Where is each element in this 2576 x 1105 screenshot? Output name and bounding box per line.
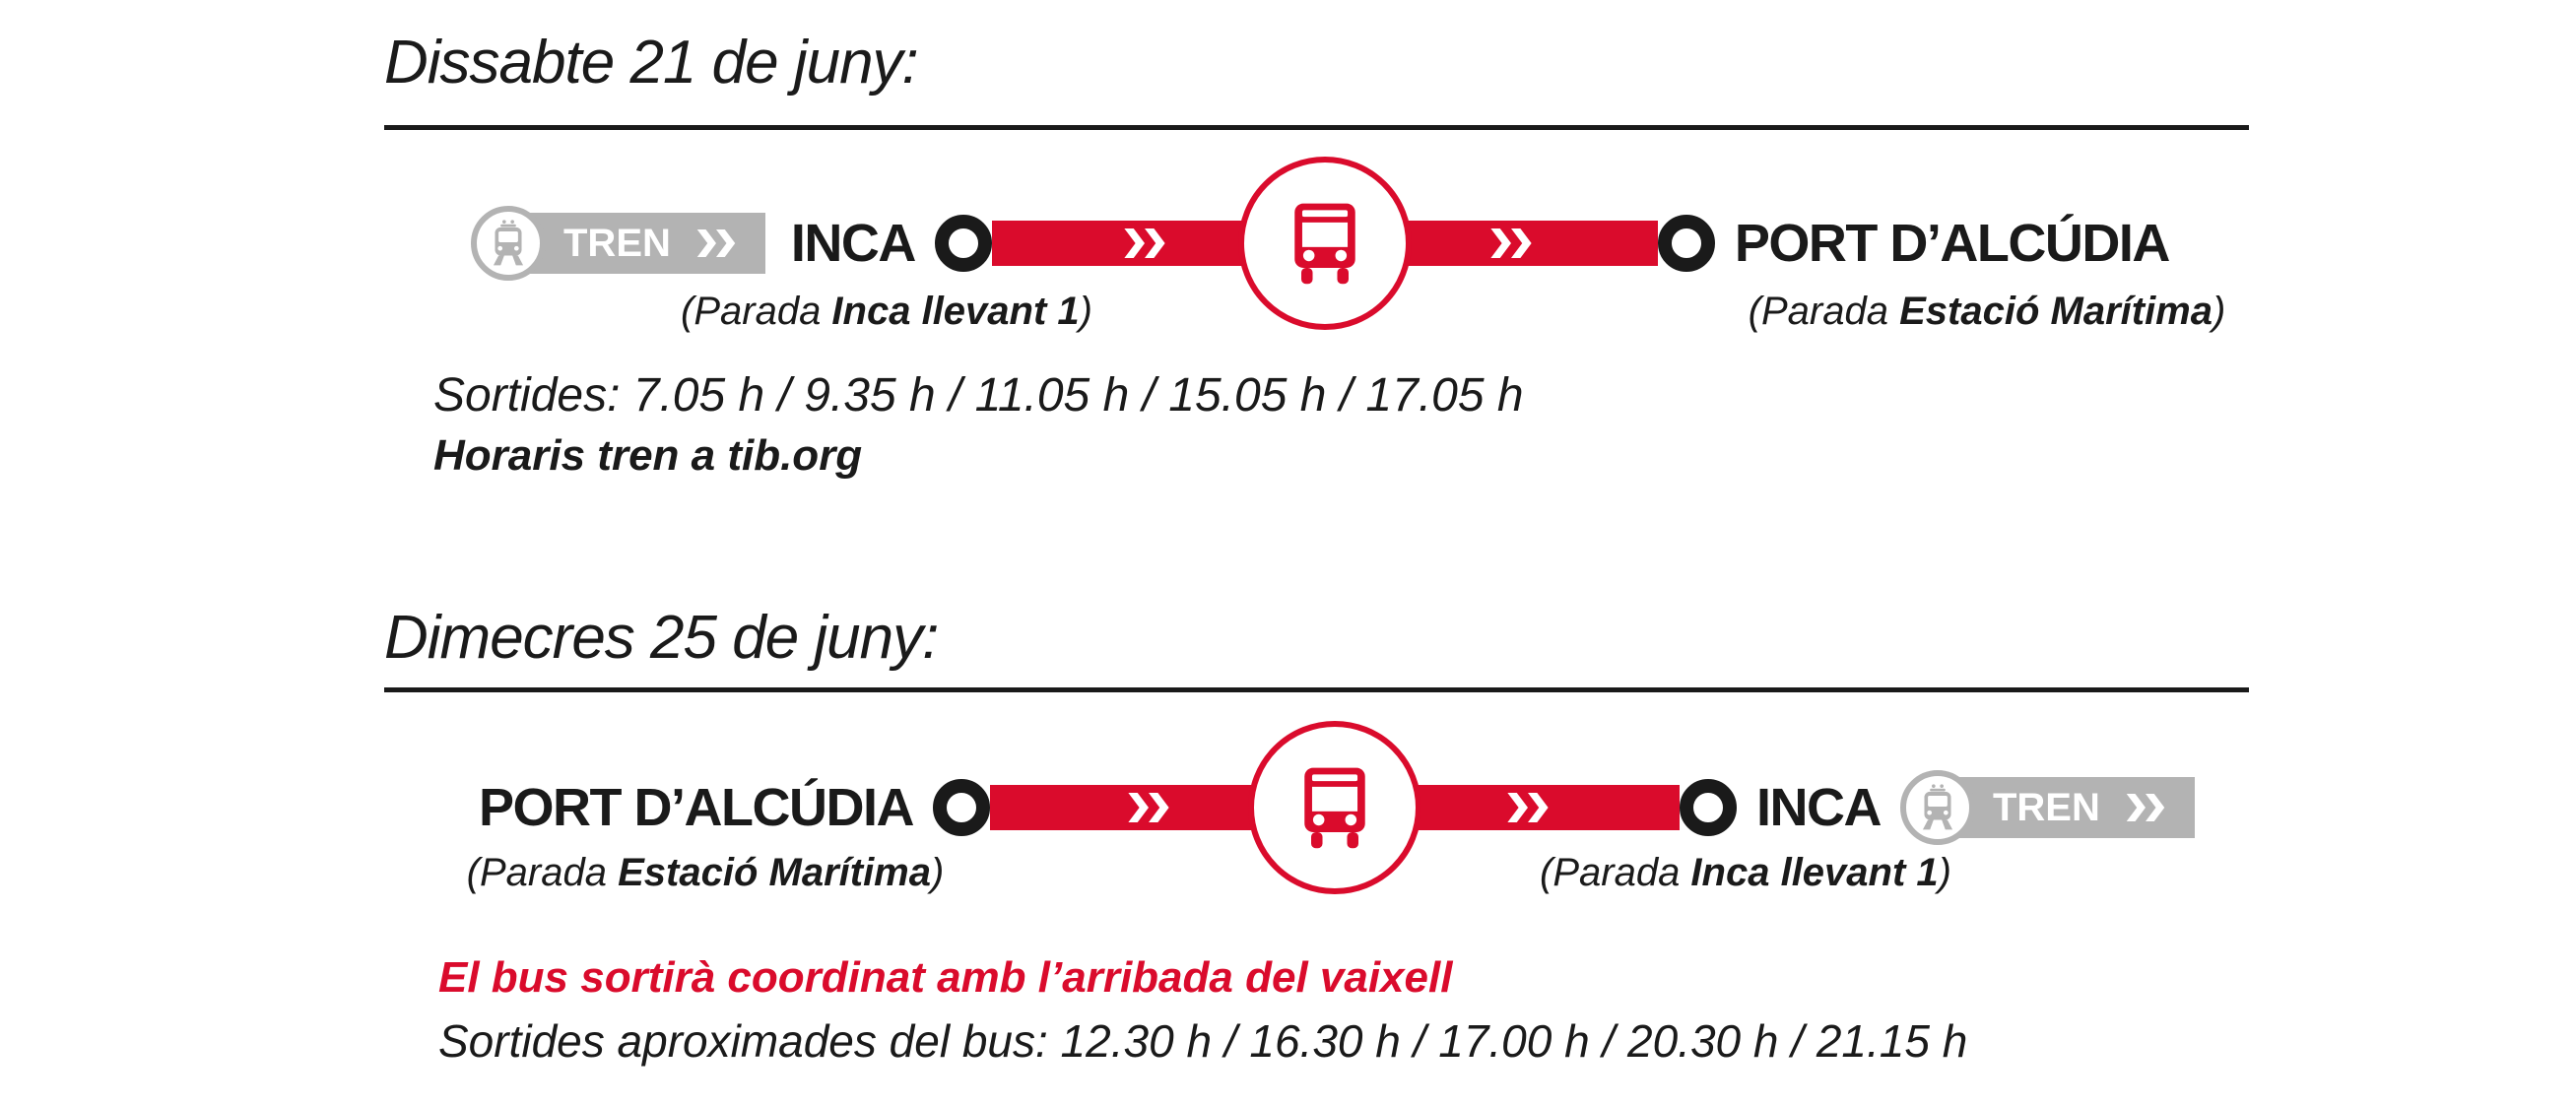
stop-note-prefix: (Parada [681, 290, 832, 333]
route-bar [989, 721, 1680, 894]
stop-note-port: (Parada Estació Marítima) [467, 851, 945, 895]
stop-ring-icon [1679, 779, 1737, 836]
double-chevron-right-icon [1128, 793, 1169, 822]
stop-note-port: (Parada Estació Marítima) [1749, 290, 2226, 334]
departures-line: Sortides: 7.05 h / 9.35 h / 11.05 h / 15… [433, 369, 1524, 422]
stop-note-suffix: ) [1079, 290, 1092, 333]
tren-badge-bar: TREN [508, 213, 765, 274]
route-row-inca-to-port: TREN INCA [471, 150, 2189, 337]
station-from-label: PORT D’ALCÚDIA [479, 778, 914, 837]
stop-note-name: Estació Marítima [618, 851, 931, 894]
bus-coordination-warning: El bus sortirà coordinat amb l’arribada … [438, 953, 1453, 1002]
stop-note-name: Inca llevant 1 [1690, 851, 1939, 894]
train-icon [1922, 784, 1953, 830]
train-icon [493, 220, 524, 266]
section-divider [384, 687, 2249, 692]
stop-note-name: Inca llevant 1 [831, 290, 1080, 333]
stop-note-inca: (Parada Inca llevant 1) [1540, 851, 1951, 895]
section-title-wednesday: Dimecres 25 de juny: [384, 604, 939, 672]
route-row-port-to-inca: PORT D’ALCÚDIA [479, 714, 2195, 901]
stop-note-suffix: ) [930, 851, 945, 894]
bus-icon [1304, 767, 1365, 849]
double-chevron-right-icon [1507, 793, 1549, 822]
section-title-saturday: Dissabte 21 de juny: [384, 29, 919, 97]
double-chevron-right-icon [696, 229, 736, 257]
station-from-label: INCA [790, 214, 917, 273]
tren-badge: TREN [1899, 770, 2195, 845]
stop-note-suffix: ) [1938, 851, 1951, 894]
station-to-label: PORT D’ALCÚDIA [1734, 214, 2170, 273]
stop-ring-icon [932, 779, 990, 836]
stop-ring-icon [934, 215, 992, 272]
section-divider [384, 125, 2249, 130]
train-icon [471, 206, 546, 281]
stop-note-suffix: ) [2212, 290, 2226, 333]
station-to-label: INCA [1755, 778, 1882, 837]
tren-badge-label: TREN [563, 221, 671, 265]
bus-icon [1294, 203, 1355, 285]
double-chevron-right-icon [2126, 794, 2165, 821]
stop-note-name: Estació Marítima [1899, 290, 2213, 333]
route-bar [991, 157, 1658, 330]
bus-marker [1247, 721, 1421, 894]
train-schedule-note: Horaris tren a tib.org [433, 431, 863, 480]
double-chevron-right-icon [1124, 228, 1165, 258]
stop-ring-icon [1657, 215, 1715, 272]
train-icon [1899, 770, 1975, 845]
tren-badge-label: TREN [1992, 785, 2100, 829]
stop-note-prefix: (Parada [1540, 851, 1691, 894]
departures-line: Sortides aproximades del bus: 12.30 h / … [438, 1015, 1968, 1067]
stop-note-prefix: (Parada [466, 851, 619, 894]
stop-note-inca: (Parada Inca llevant 1) [681, 290, 1092, 334]
bus-marker [1237, 157, 1412, 330]
double-chevron-right-icon [1490, 228, 1532, 258]
tren-badge-bar: TREN [1937, 777, 2195, 838]
stop-note-prefix: (Parada [1748, 290, 1900, 333]
tren-badge: TREN [471, 206, 765, 281]
